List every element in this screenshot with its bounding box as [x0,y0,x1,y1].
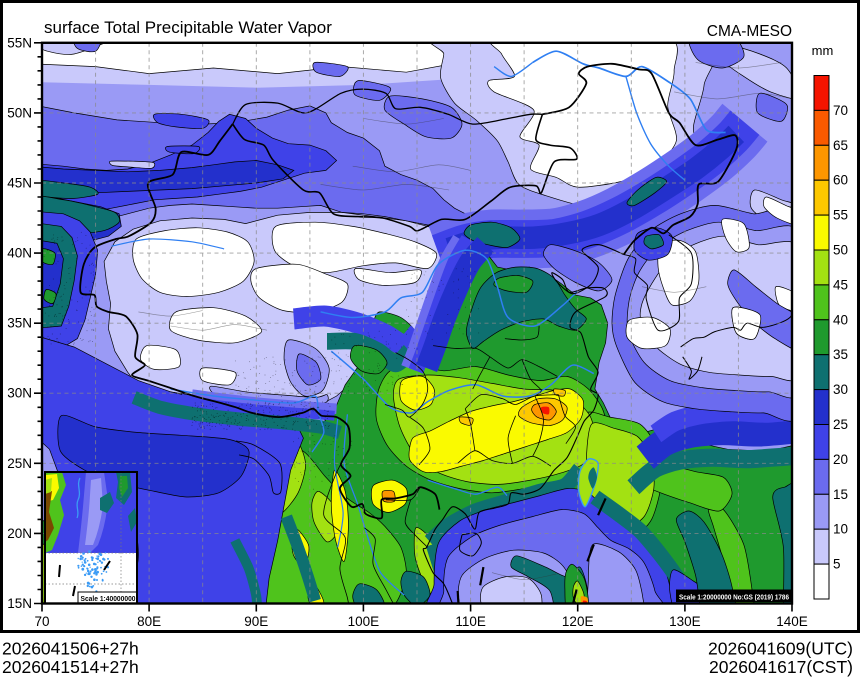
svg-text:25N: 25N [7,456,32,471]
svg-text:55: 55 [833,208,848,223]
svg-text:65: 65 [833,138,848,153]
svg-text:40: 40 [833,312,848,327]
svg-text:2026041609(UTC): 2026041609(UTC) [708,639,853,659]
svg-text:70: 70 [833,103,848,118]
svg-text:2026041617(CST): 2026041617(CST) [709,657,853,677]
svg-text:50: 50 [833,243,848,258]
svg-text:140E: 140E [776,614,808,629]
svg-text:35N: 35N [7,316,32,331]
svg-text:70: 70 [34,614,49,629]
svg-text:10: 10 [833,522,848,537]
svg-text:40N: 40N [7,246,32,261]
svg-text:120E: 120E [562,614,594,629]
svg-text:20: 20 [833,452,848,467]
svg-text:80E: 80E [137,614,161,629]
svg-text:CMA-MESO: CMA-MESO [707,23,792,40]
svg-text:100E: 100E [348,614,380,629]
svg-text:110E: 110E [455,614,486,629]
svg-text:55N: 55N [7,35,32,50]
svg-text:5: 5 [833,557,841,572]
svg-text:45N: 45N [7,176,32,191]
svg-text:Scale 1:20000000 No:GS (2019): Scale 1:20000000 No:GS (2019) 1786 [679,593,789,602]
svg-text:35: 35 [833,347,848,362]
svg-text:60: 60 [833,173,848,188]
svg-text:30N: 30N [7,386,32,401]
svg-text:45: 45 [833,277,848,292]
svg-text:90E: 90E [244,614,268,629]
svg-text:Scale 1:40000000: Scale 1:40000000 [81,596,136,603]
svg-text:mm: mm [812,43,834,58]
svg-text:15: 15 [833,487,848,502]
svg-text:15N: 15N [7,596,32,611]
svg-text:30: 30 [833,382,848,397]
svg-text:surface Total Precipitable Wat: surface Total Precipitable Water Vapor [44,18,332,37]
svg-text:50N: 50N [7,105,32,120]
svg-text:20N: 20N [7,526,32,541]
svg-text:2026041514+27h: 2026041514+27h [2,657,139,677]
svg-text:130E: 130E [669,614,701,629]
svg-text:2026041506+27h: 2026041506+27h [2,639,139,659]
svg-text:25: 25 [833,417,848,432]
